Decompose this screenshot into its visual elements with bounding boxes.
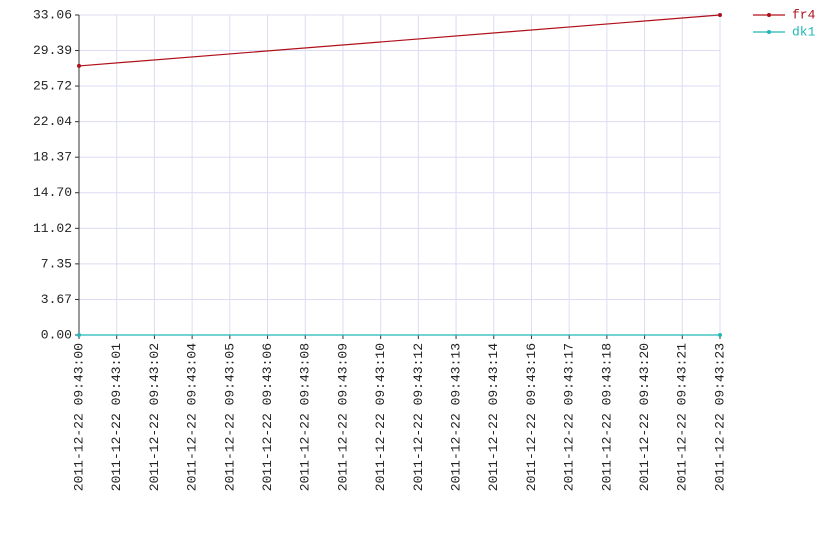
x-tick-label: 2011-12-22 09:43:02: [147, 343, 162, 491]
series-line: [78, 14, 721, 67]
y-tick-label: 7.35: [41, 256, 72, 271]
x-tick-label: 2011-12-22 09:43:16: [524, 343, 539, 491]
y-tick-label: 0.00: [41, 327, 72, 342]
x-tick-label: 2011-12-22 09:43:10: [373, 343, 388, 491]
x-tick-label: 2011-12-22 09:43:21: [675, 343, 690, 491]
x-tick-label: 2011-12-22 09:43:23: [712, 343, 727, 491]
x-tick-label: 2011-12-22 09:43:14: [486, 343, 501, 491]
x-tick-label: 2011-12-22 09:43:05: [222, 343, 237, 491]
x-tick-label: 2011-12-22 09:43:09: [335, 343, 350, 491]
y-tick-label: 3.67: [41, 292, 72, 307]
data-point: [718, 333, 722, 337]
legend-label: fr4: [792, 7, 816, 22]
y-tick-label: 25.72: [33, 78, 72, 93]
y-tick-label: 22.04: [33, 114, 72, 129]
legend-label: dk1: [792, 24, 816, 39]
y-tick-label: 14.70: [33, 185, 72, 200]
y-tick-label: 18.37: [33, 150, 72, 165]
data-point: [718, 13, 722, 17]
legend-marker: [767, 13, 771, 17]
y-tick-label: 11.02: [33, 221, 72, 236]
x-tick-label: 2011-12-22 09:43:01: [109, 343, 124, 491]
data-point: [77, 333, 81, 337]
x-tick-label: 2011-12-22 09:43:17: [562, 343, 577, 491]
x-tick-label: 2011-12-22 09:43:08: [298, 343, 313, 491]
x-tick-label: 2011-12-22 09:43:20: [637, 343, 652, 491]
legend-marker: [767, 30, 771, 34]
x-tick-label: 2011-12-22 09:43:04: [185, 343, 200, 491]
data-point: [77, 63, 81, 68]
x-tick-label: 2011-12-22 09:43:00: [71, 343, 86, 491]
x-tick-label: 2011-12-22 09:43:06: [260, 343, 275, 491]
x-tick-label: 2011-12-22 09:43:12: [411, 343, 426, 491]
y-tick-label: 33.06: [33, 7, 72, 22]
x-tick-label: 2011-12-22 09:43:13: [448, 343, 463, 491]
x-tick-label: 2011-12-22 09:43:18: [599, 343, 614, 491]
y-tick-label: 29.39: [33, 43, 72, 58]
